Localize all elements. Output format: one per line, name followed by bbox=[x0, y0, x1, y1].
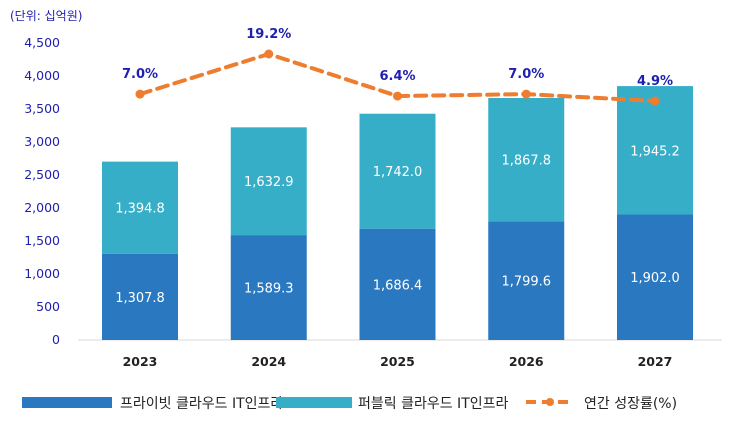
bar-segment bbox=[230, 127, 307, 236]
growth-rate-label: 4.9% bbox=[637, 74, 673, 89]
x-tick-label: 2026 bbox=[509, 354, 544, 369]
bar-value-label: 1,867.8 bbox=[501, 154, 551, 169]
y-tick-label: 1,500 bbox=[24, 233, 60, 248]
x-tick-label: 2025 bbox=[380, 354, 415, 369]
bar-value-label: 1,632.9 bbox=[244, 175, 294, 190]
x-tick-label: 2024 bbox=[251, 354, 286, 369]
bar-segment bbox=[230, 235, 307, 340]
growth-line: 7.0% 19.2% 6.4% 7.0% 4.9% bbox=[122, 27, 673, 106]
bar-value-label: 1,742.0 bbox=[373, 165, 423, 180]
bar-value-label: 1,589.3 bbox=[244, 282, 294, 297]
growth-point bbox=[135, 89, 145, 99]
growth-rate-label: 7.0% bbox=[508, 67, 544, 82]
bar-value-label: 1,394.8 bbox=[115, 202, 165, 217]
bar-segment bbox=[359, 113, 436, 229]
x-axis: 2023 2024 2025 2026 2027 bbox=[123, 354, 673, 369]
bar-segment bbox=[617, 214, 693, 340]
legend-label-private: 프라이빗 클라우드 IT인프라 bbox=[120, 396, 283, 412]
y-tick-label: 500 bbox=[36, 299, 60, 314]
y-tick-label: 4,500 bbox=[24, 35, 60, 50]
legend-label-growth: 연간 성장률(%) bbox=[584, 396, 677, 412]
x-tick-label: 2027 bbox=[638, 354, 673, 369]
y-tick-label: 2,500 bbox=[24, 167, 60, 182]
bar-segment bbox=[359, 228, 436, 340]
legend-label-public: 퍼블릭 클라우드 IT인프라 bbox=[358, 396, 509, 412]
bar-segment bbox=[102, 253, 178, 340]
bar-value-label: 1,307.8 bbox=[115, 291, 165, 306]
bar-value-label: 1,902.0 bbox=[630, 271, 680, 286]
bar-value-label: 1,799.6 bbox=[501, 275, 551, 290]
y-tick-label: 1,000 bbox=[24, 266, 60, 281]
legend-swatch-public bbox=[276, 397, 352, 408]
y-tick-label: 4,000 bbox=[24, 68, 60, 83]
legend: 프라이빗 클라우드 IT인프라 퍼블릭 클라우드 IT인프라 연간 성장률(%) bbox=[22, 396, 677, 412]
y-tick-label: 3,000 bbox=[24, 134, 60, 149]
legend-swatch-private bbox=[22, 397, 112, 408]
legend-swatch-growth-marker bbox=[546, 398, 554, 406]
bar-segment bbox=[102, 161, 178, 254]
growth-rate-label: 19.2% bbox=[246, 27, 291, 42]
growth-rate-label: 7.0% bbox=[122, 67, 158, 82]
unit-label: (단위: 십억원) bbox=[10, 9, 82, 23]
bar-segment bbox=[617, 86, 693, 215]
growth-point bbox=[521, 89, 531, 99]
growth-point bbox=[264, 49, 274, 59]
growth-point bbox=[393, 91, 402, 101]
y-tick-label: 2,000 bbox=[24, 200, 60, 215]
y-tick-label: 0 bbox=[52, 332, 60, 347]
bars: 1,307.8 1,394.8 1,589.3 1,632.9 1,686.4 1,742… bbox=[102, 86, 693, 340]
bar-value-label: 1,686.4 bbox=[373, 278, 423, 293]
growth-point bbox=[650, 96, 660, 106]
bar-segment bbox=[488, 97, 565, 222]
bar-segment bbox=[488, 221, 565, 340]
y-axis: 0 500 1,000 1,500 2,000 2,500 3,000 3,500 4,000 4… bbox=[24, 35, 60, 347]
y-tick-label: 3,500 bbox=[24, 101, 60, 116]
bar-value-label: 1,945.2 bbox=[630, 144, 680, 159]
x-tick-label: 2023 bbox=[123, 354, 158, 369]
growth-rate-label: 6.4% bbox=[379, 69, 415, 84]
